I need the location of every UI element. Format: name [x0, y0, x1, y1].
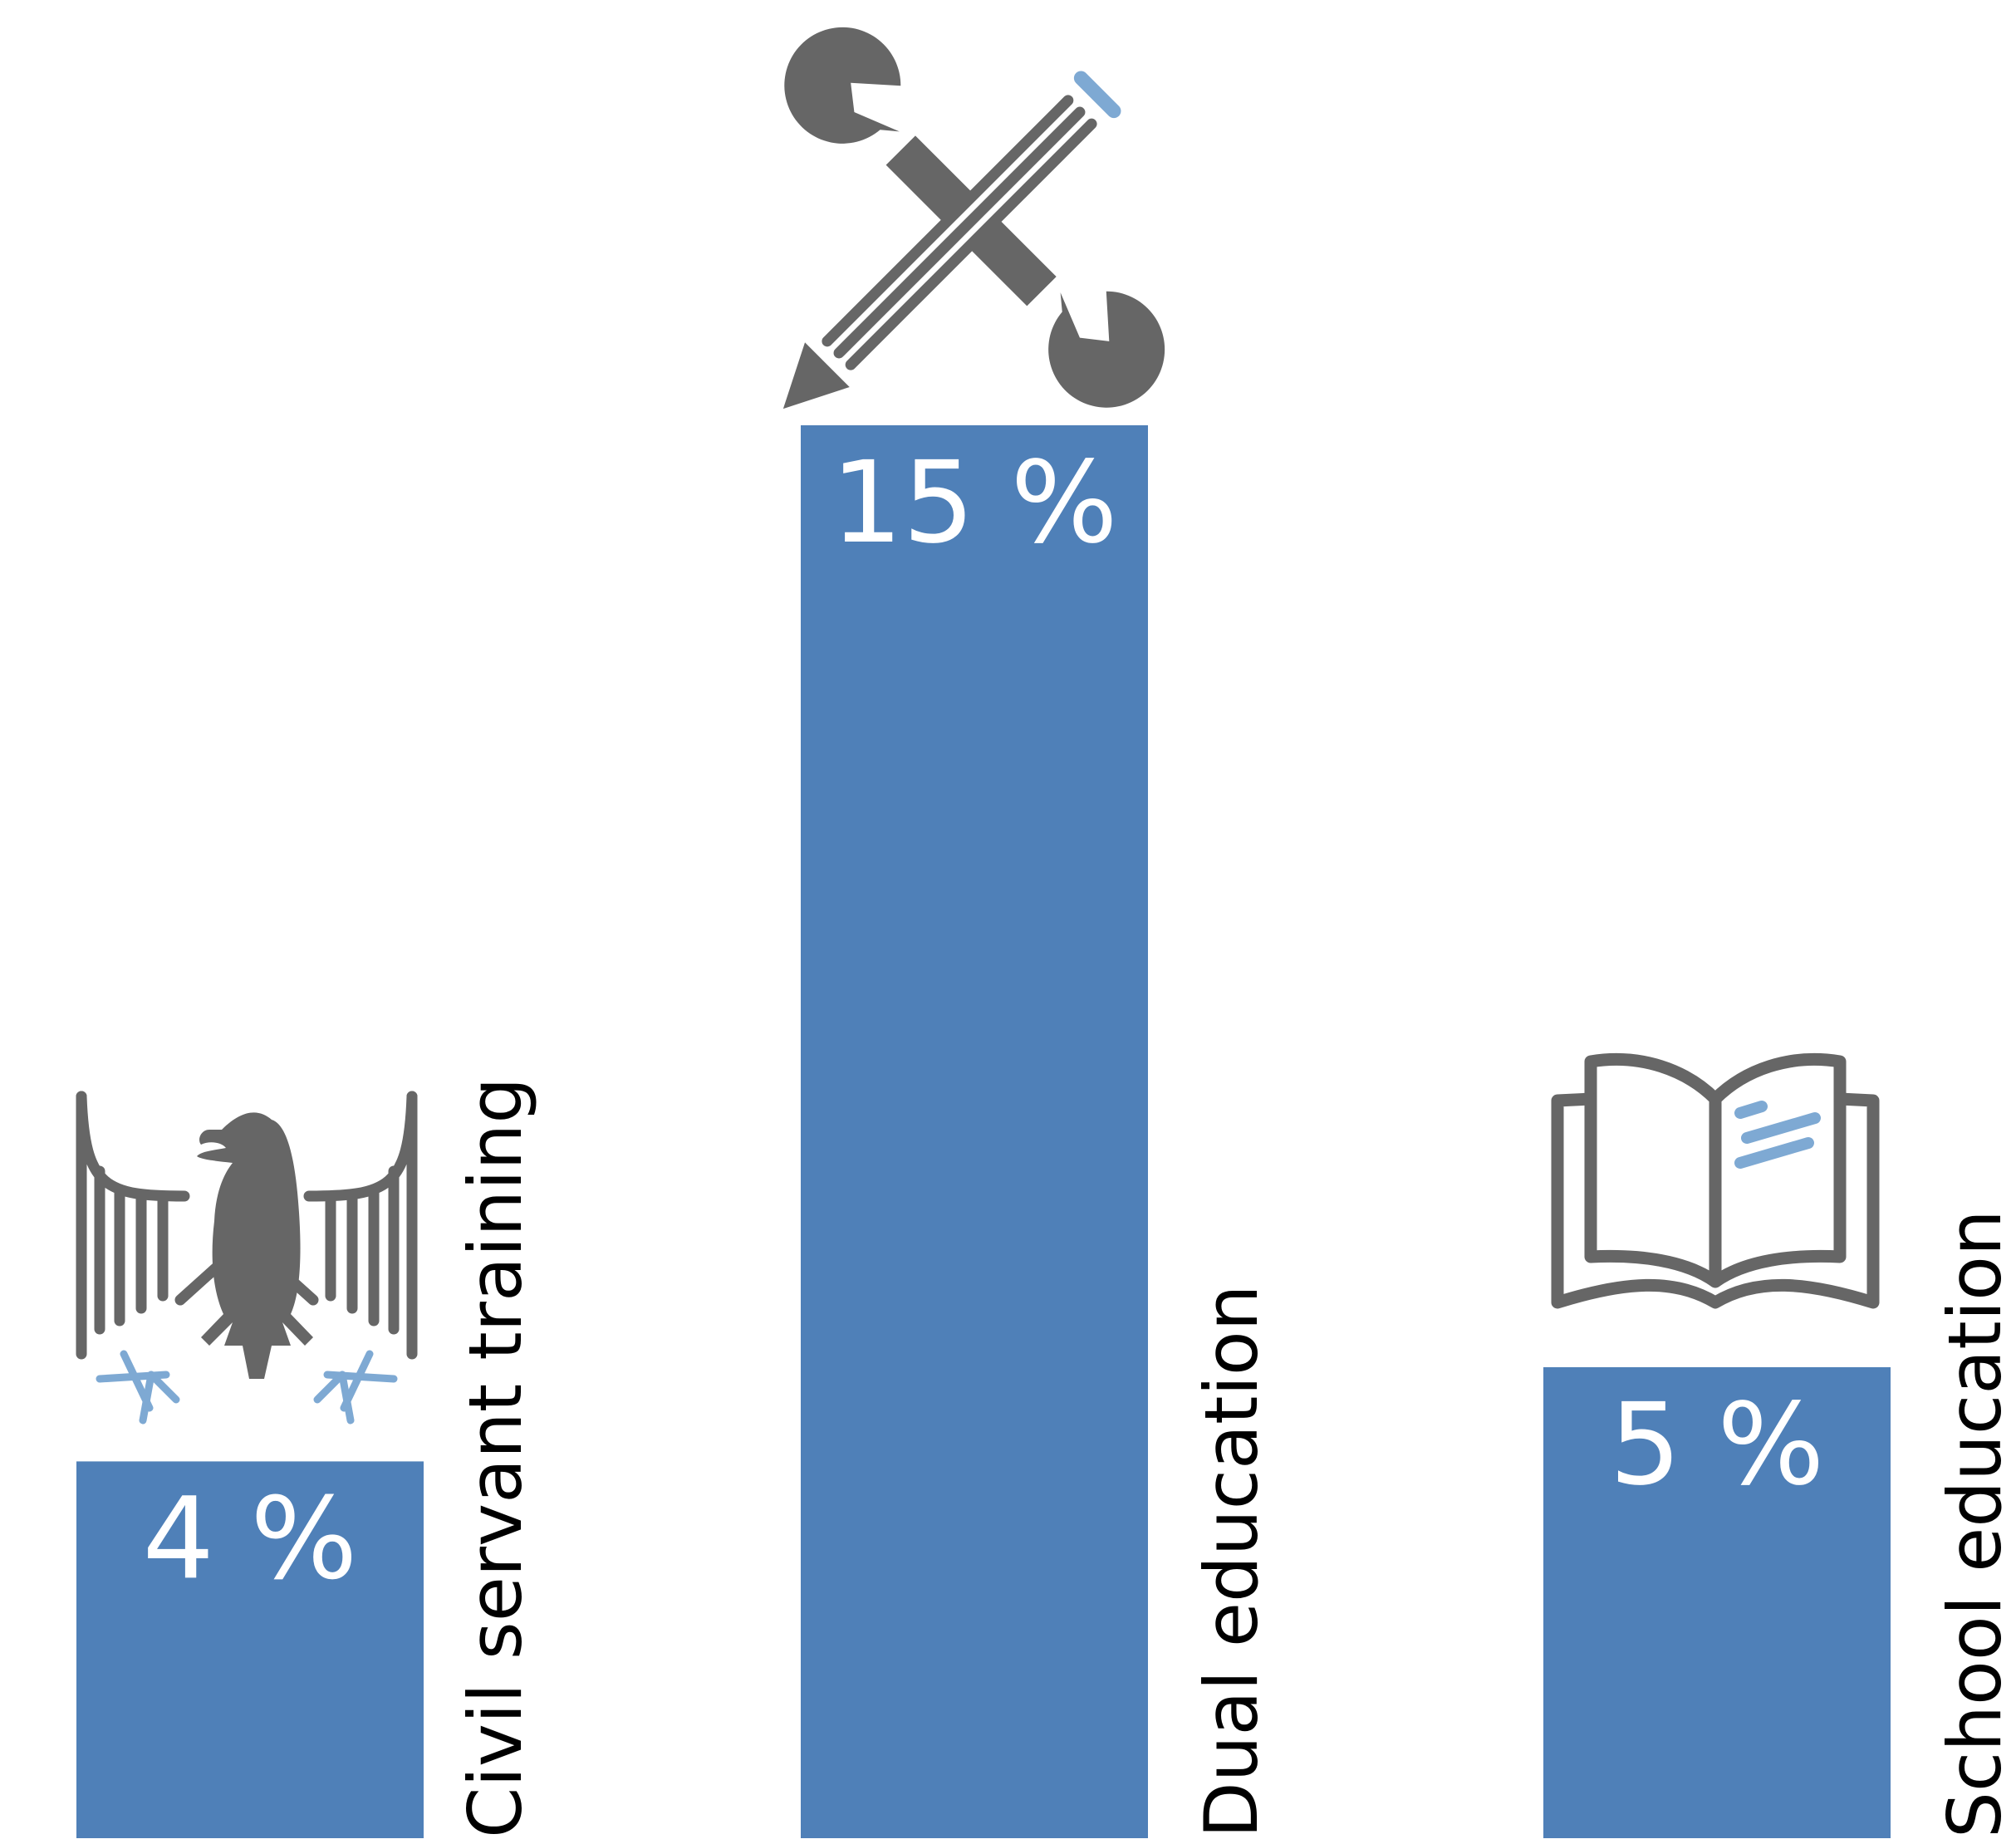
category-labels-layer: Civil servant training Dual education Scho… — [453, 1077, 2016, 1838]
value-label-3: 5 % — [1610, 1380, 1825, 1511]
value-label-1: 4 % — [143, 1474, 358, 1605]
category-label-1: Civil servant training — [453, 1077, 538, 1838]
category-label-3: School education — [1932, 1209, 2016, 1838]
value-labels-layer: 4 % 15 % 5 % — [143, 438, 1825, 1605]
bar-3 — [1543, 1367, 1891, 1838]
category-label-2: Dual education — [1189, 1284, 1274, 1838]
bars-layer — [76, 425, 1891, 1838]
open-book-icon — [1551, 1052, 1880, 1309]
eagle-icon — [76, 1091, 418, 1425]
bar-1 — [76, 1461, 424, 1838]
tools-icon — [782, 27, 1165, 410]
value-label-2: 15 % — [831, 438, 1118, 569]
bar-2 — [801, 425, 1148, 1838]
